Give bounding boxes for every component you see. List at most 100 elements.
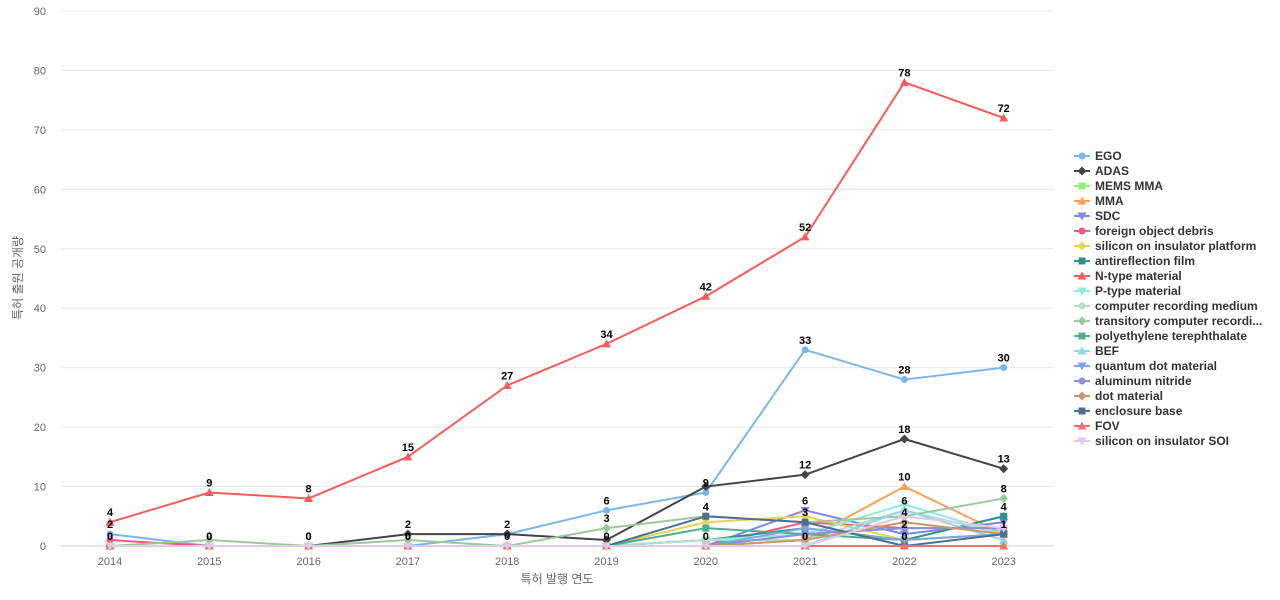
data-point <box>106 536 114 544</box>
data-point <box>204 488 214 496</box>
series-line <box>109 497 1004 547</box>
legend-label: MEMS MMA <box>1095 179 1163 193</box>
data-point <box>900 376 908 384</box>
data-point <box>702 512 710 520</box>
legend-item[interactable]: MEMS MMA <box>1074 179 1163 193</box>
legend-item[interactable]: transitory computer recordi... <box>1074 314 1262 328</box>
data-point <box>702 489 710 496</box>
data-point <box>701 482 711 492</box>
legend-label: P-type material <box>1095 284 1181 298</box>
legend-item[interactable]: silicon on insulator platform <box>1074 239 1256 253</box>
legend-marker <box>1077 346 1087 355</box>
legend-item[interactable]: MMA <box>1074 194 1124 208</box>
legend-item[interactable]: BEF <box>1074 344 1119 358</box>
legend-label: quantum dot material <box>1095 359 1217 373</box>
legend-item[interactable]: N-type material <box>1074 269 1182 283</box>
data-label: 0 <box>603 531 609 543</box>
x-tick-label: 2022 <box>892 556 916 568</box>
y-tick-label: 70 <box>34 125 46 137</box>
data-label: 10 <box>898 472 910 484</box>
data-label: 8 <box>1001 483 1007 495</box>
legend-label: transitory computer recordi... <box>1095 314 1262 328</box>
data-label: 2 <box>901 519 907 531</box>
data-point <box>403 529 413 539</box>
y-tick-label: 0 <box>40 541 46 553</box>
data-label: 8 <box>306 483 312 495</box>
y-tick-label: 60 <box>34 184 46 196</box>
legend-label: silicon on insulator platform <box>1095 239 1256 253</box>
data-label: 33 <box>799 335 811 347</box>
legend-marker <box>1077 362 1087 371</box>
legend-item[interactable]: computer recording medium <box>1074 299 1258 313</box>
legend-item[interactable]: P-type material <box>1074 284 1181 298</box>
data-point <box>999 524 1009 533</box>
data-point <box>602 542 611 551</box>
legend-item[interactable]: foreign object debris <box>1074 224 1214 238</box>
legend-item[interactable]: polyethylene terephthalate <box>1074 329 1247 343</box>
data-label: 0 <box>802 531 808 543</box>
y-tick-label: 30 <box>34 363 46 375</box>
data-label: 9 <box>206 478 212 490</box>
data-label: 0 <box>206 531 212 543</box>
x-tick-label: 2017 <box>396 556 420 568</box>
legend-item[interactable]: FOV <box>1074 419 1120 433</box>
data-point <box>800 524 810 533</box>
x-axis-title: 특허 발행 연도 <box>521 571 594 586</box>
data-point <box>1000 530 1008 538</box>
legend-item[interactable]: ADAS <box>1074 164 1129 178</box>
legend-marker <box>1077 166 1087 176</box>
x-tick-label: 2021 <box>793 556 817 568</box>
data-point <box>899 541 909 550</box>
legend-item[interactable]: enclosure base <box>1074 404 1183 418</box>
legend-marker <box>1077 212 1087 221</box>
data-point <box>999 518 1009 527</box>
data-point <box>899 536 909 545</box>
data-label: 2 <box>405 519 411 531</box>
data-point <box>801 346 809 354</box>
data-label: 4 <box>107 507 114 519</box>
legend-label: MMA <box>1095 194 1124 208</box>
legend-item[interactable]: EGO <box>1074 149 1122 163</box>
data-point <box>800 542 810 551</box>
data-point <box>304 542 314 551</box>
data-point <box>502 529 512 539</box>
legend-item[interactable]: SDC <box>1074 209 1121 223</box>
data-point <box>603 506 610 514</box>
legend-item[interactable]: aluminum nitride <box>1074 374 1192 388</box>
legend-item[interactable]: silicon on insulator SOI <box>1074 434 1229 448</box>
grid-lines <box>61 10 1054 488</box>
x-tick-label: 2015 <box>197 556 221 568</box>
data-point <box>701 517 711 527</box>
y-tick-label: 40 <box>34 303 46 315</box>
data-label: 3 <box>802 507 808 519</box>
legend-label: ADAS <box>1095 164 1129 178</box>
data-label: 4 <box>1001 501 1008 513</box>
legend-label: enclosure base <box>1095 404 1183 418</box>
data-label: 52 <box>799 222 811 234</box>
legend-item[interactable]: antireflection film <box>1074 254 1195 268</box>
data-point <box>899 517 909 527</box>
legend-marker <box>1077 391 1087 401</box>
data-point <box>899 77 909 86</box>
legend-label: silicon on insulator SOI <box>1095 434 1229 448</box>
data-point <box>1000 364 1008 372</box>
legend-label: FOV <box>1095 419 1120 433</box>
data-point <box>899 500 909 509</box>
data-point <box>403 542 413 551</box>
legend-item[interactable]: quantum dot material <box>1074 359 1217 373</box>
data-point <box>899 512 909 521</box>
series-5 <box>106 518 1008 550</box>
data-point <box>403 535 413 545</box>
legend-label: dot material <box>1095 389 1163 403</box>
legend-item[interactable]: dot material <box>1074 389 1163 403</box>
legend-label: SDC <box>1095 209 1121 223</box>
legend-marker <box>1077 421 1087 430</box>
data-label: 0 <box>306 531 312 543</box>
legend-marker <box>1078 407 1086 415</box>
y-tick-label: 10 <box>34 482 46 494</box>
data-point <box>801 518 809 526</box>
legend-marker <box>1078 257 1086 265</box>
data-label: 78 <box>898 67 910 79</box>
legend-marker <box>1078 227 1086 235</box>
